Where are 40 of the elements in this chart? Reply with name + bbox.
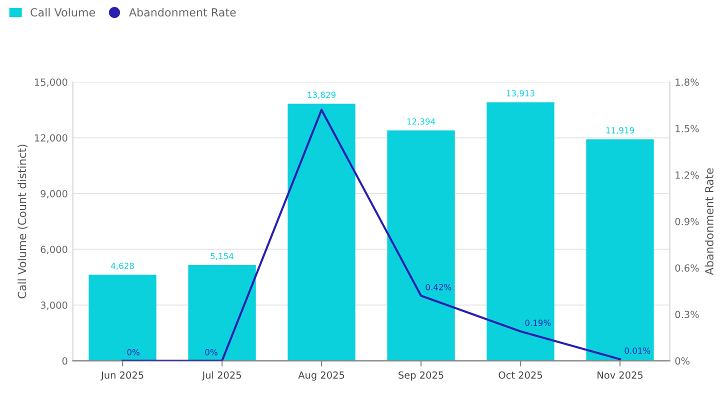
data-label: 0% [205, 349, 218, 356]
y-tick-label: 0 [62, 357, 68, 365]
x-tick-label: Jun 2025 [100, 371, 144, 381]
data-label: 0.01% [624, 348, 650, 354]
y2-axis-title: Abandonment Rate [704, 168, 714, 276]
bar [586, 139, 654, 361]
legend-label: Abandonment Rate [129, 8, 236, 17]
y-tick-label: 9,000 [40, 190, 68, 198]
data-label: 0.19% [525, 320, 551, 326]
y2-tick-label: 1.8% [676, 78, 699, 86]
y2-tick-label: 0% [675, 357, 690, 365]
y-tick-label: 15,000 [34, 78, 68, 87]
x-tick-label: Sep 2025 [398, 371, 444, 381]
y2-tick-label: 1.5% [676, 124, 699, 132]
data-label: 12,394 [407, 118, 436, 126]
x-tick-label: Jul 2025 [202, 371, 241, 381]
bar [188, 265, 256, 361]
x-tick-label: Oct 2025 [498, 371, 542, 379]
data-label: 13,829 [308, 92, 336, 99]
bar [486, 102, 554, 361]
y-tick-label: 3,000 [40, 302, 68, 310]
y-tick-label: 12,000 [34, 134, 68, 143]
data-label: 0% [127, 349, 140, 356]
data-label: 11,919 [606, 127, 634, 134]
bar [88, 274, 156, 361]
bar [387, 130, 455, 361]
x-tick-label: Aug 2025 [298, 371, 344, 381]
data-label: 5,154 [210, 253, 234, 260]
y2-tick-label: 0.6% [675, 264, 699, 272]
y-axis-title: Call Volume (Count distinct) [18, 144, 28, 298]
y2-tick-label: 1.2% [676, 171, 699, 179]
y2-tick-label: 0.3% [675, 310, 699, 318]
data-label: 13,913 [506, 90, 534, 98]
legend-label: Call Volume [30, 8, 96, 17]
data-label: 4,628 [111, 262, 134, 270]
data-label: 0.42% [426, 284, 452, 290]
y-tick-label: 6,000 [40, 246, 68, 254]
y2-tick-label: 0.9% [675, 218, 699, 226]
bar [288, 104, 356, 361]
x-tick-label: Nov 2025 [598, 371, 643, 379]
